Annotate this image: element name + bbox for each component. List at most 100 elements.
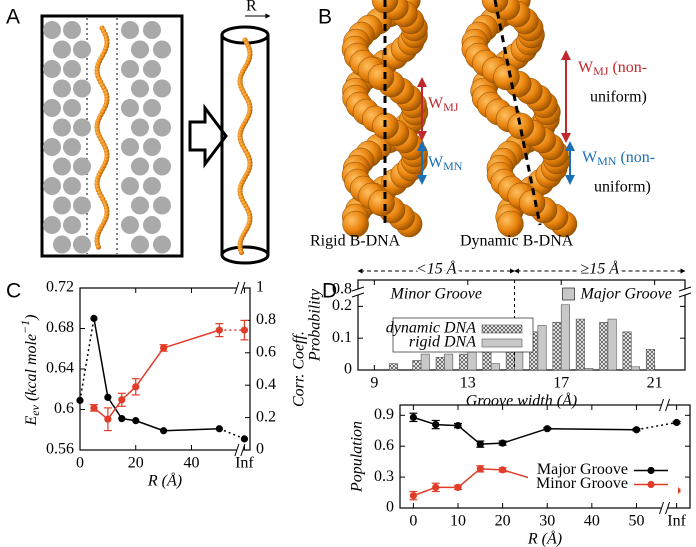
crowder xyxy=(153,118,171,137)
axis-break xyxy=(665,501,671,515)
series-segment xyxy=(79,318,95,401)
bar xyxy=(607,318,617,371)
y-axis-label: Eev (kcal mole−1) xyxy=(18,315,42,427)
axis-break xyxy=(678,286,692,292)
superscript: −1 xyxy=(18,320,32,334)
data-point xyxy=(673,418,681,427)
axis-break xyxy=(240,443,246,457)
plot-frame xyxy=(79,287,251,451)
data-point xyxy=(499,439,507,447)
y-tick-label: 0.56 xyxy=(46,441,74,458)
crowder xyxy=(63,216,81,234)
crowder xyxy=(143,21,161,39)
panel-label: C xyxy=(6,280,21,303)
crowder xyxy=(121,21,139,39)
crowder xyxy=(153,235,171,254)
data-point xyxy=(90,404,98,412)
series-segment xyxy=(547,427,637,431)
dna-bead xyxy=(368,189,395,217)
data-point xyxy=(476,465,484,473)
y2-tick-label: 0 xyxy=(256,441,264,458)
data-point xyxy=(90,314,98,322)
x-tick-label: 17 xyxy=(553,375,569,392)
y-tick-label: 0.9 xyxy=(374,406,394,423)
crowder xyxy=(143,138,161,156)
region-swatch xyxy=(562,287,575,301)
series-segment xyxy=(93,318,109,398)
legend-swatch xyxy=(647,466,655,475)
bar xyxy=(482,350,492,371)
y2-tick-label: 0.2 xyxy=(256,408,276,425)
crowder xyxy=(63,99,81,117)
symbol: W xyxy=(582,149,598,166)
panel-label: D xyxy=(322,280,337,303)
legend-label: rigid DNA xyxy=(409,334,476,351)
crowder xyxy=(153,40,171,59)
cylinder xyxy=(220,35,270,255)
caption: Rigid B-DNA xyxy=(310,233,401,250)
crowder xyxy=(53,40,71,59)
data-point xyxy=(432,483,440,491)
y-tick-label: 0.8 xyxy=(332,281,352,298)
data-point xyxy=(132,417,140,425)
symbol: E xyxy=(23,415,40,426)
panel-label: A xyxy=(6,6,20,29)
axis-break xyxy=(679,289,691,295)
dna-bead xyxy=(518,189,546,217)
axis-break xyxy=(659,501,665,515)
legend-label: Minor Groove xyxy=(536,475,628,492)
series-segment xyxy=(413,486,436,497)
x-tick-label: 20 xyxy=(495,513,511,530)
crowder xyxy=(131,196,149,215)
dna-bead xyxy=(493,63,520,91)
caption: Dynamic B-DNA xyxy=(460,233,574,250)
x-tick-label: 0 xyxy=(409,513,417,530)
minor-width-label: WMN (non- xyxy=(582,149,655,168)
crowder xyxy=(131,79,149,98)
x-tick-label: 21 xyxy=(647,375,663,392)
data-point xyxy=(215,425,223,433)
crowder xyxy=(153,196,171,215)
x-tick-label: 9 xyxy=(370,375,378,392)
region-label: Minor Groove xyxy=(390,286,482,303)
crowder xyxy=(43,60,61,78)
cylinder-bottom xyxy=(220,245,270,265)
y2-tick-label: 0.8 xyxy=(256,311,276,328)
bar xyxy=(584,368,594,371)
crowder xyxy=(63,60,81,78)
crowder xyxy=(63,177,81,195)
plot-frame xyxy=(399,404,691,509)
subscript: MN xyxy=(597,154,617,168)
bar xyxy=(435,356,445,371)
axis-break xyxy=(661,502,668,514)
data-point xyxy=(104,415,112,423)
y-tick-label: 0.2 xyxy=(332,297,352,314)
x-tick-label: 50 xyxy=(628,513,644,530)
crowder xyxy=(121,60,139,78)
x-tick-label: Inf xyxy=(667,513,686,530)
panel-a-illustration: R xyxy=(40,0,271,265)
data-point xyxy=(454,422,462,430)
bar xyxy=(444,353,454,371)
data-point xyxy=(454,483,462,491)
crowder xyxy=(153,79,171,98)
x-tick-label: 40 xyxy=(183,455,199,472)
legend-label: Major Groove xyxy=(537,461,628,478)
x-tick-label: Inf xyxy=(235,455,254,472)
crowder xyxy=(131,235,149,254)
axis-break xyxy=(234,443,240,457)
crowder xyxy=(73,79,91,98)
x-tick-label: 30 xyxy=(539,513,555,530)
range-label: <15 Å xyxy=(416,260,457,278)
crowder xyxy=(121,216,139,234)
symbol: W xyxy=(578,59,594,76)
data-point xyxy=(499,466,507,474)
y-tick-label: 0.72 xyxy=(46,279,74,296)
bar xyxy=(459,353,469,371)
crowder xyxy=(121,99,139,117)
axis-break xyxy=(234,281,240,295)
series-segment xyxy=(502,427,548,444)
series-segment xyxy=(135,419,164,432)
series-segment xyxy=(107,399,123,420)
